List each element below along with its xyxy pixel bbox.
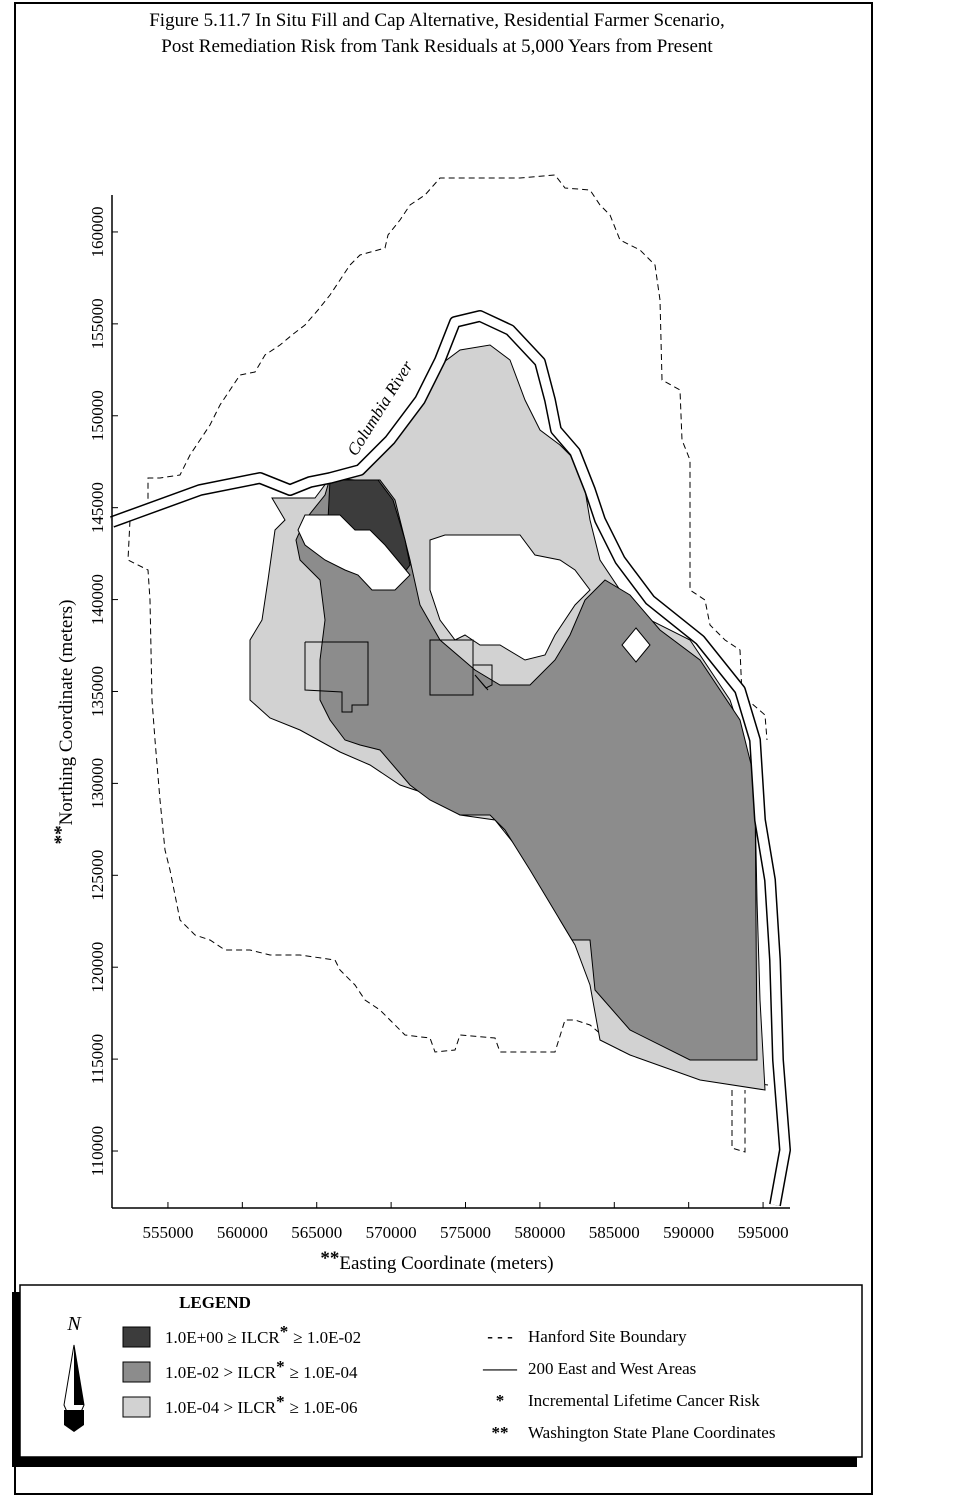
y-tick-label: 135000: [88, 666, 107, 717]
legend-note: 200 East and West Areas: [528, 1359, 696, 1378]
y-axis-title: **Northing Coordinate (meters): [51, 600, 77, 845]
x-tick-label: 565000: [291, 1223, 342, 1242]
legend-swatch: [122, 1361, 151, 1383]
y-tick-label: 150000: [88, 390, 107, 441]
site-boundary: [731, 1090, 746, 1153]
area-outline: [429, 639, 474, 696]
y-tick-label: 110000: [88, 1126, 107, 1176]
legend-title: LEGEND: [179, 1293, 251, 1312]
zone-hole: [297, 514, 411, 591]
legend-swatch: [122, 1396, 151, 1418]
y-tick-label: 125000: [88, 850, 107, 901]
zone-hole: [429, 534, 591, 661]
x-tick-label: 580000: [514, 1223, 565, 1242]
legend-box: [19, 1284, 863, 1458]
y-tick-label: 160000: [88, 206, 107, 257]
legend-note: Washington State Plane Coordinates: [528, 1423, 775, 1442]
site-boundary: [111, 174, 768, 741]
legend-note: Hanford Site Boundary: [528, 1327, 687, 1346]
legend-symbol: - - -: [487, 1327, 513, 1346]
legend-symbol: **: [492, 1423, 509, 1442]
x-tick-label: 590000: [663, 1223, 714, 1242]
x-tick-label: 575000: [440, 1223, 491, 1242]
legend-star: *: [280, 1322, 289, 1341]
page-border: [14, 2, 873, 1495]
legend-note: Incremental Lifetime Cancer Risk: [528, 1391, 760, 1410]
legend-shadow: [12, 1457, 857, 1467]
legend-symbol: ——: [482, 1359, 518, 1378]
y-axis-label: Northing Coordinate (meters): [56, 600, 77, 826]
legend-symbol: *: [496, 1391, 505, 1410]
y-axis-prefix: **: [51, 825, 72, 844]
y-tick-label: 120000: [88, 942, 107, 993]
legend-text: ≥ 1.0E-04: [290, 1363, 358, 1382]
north-arrow: [74, 1345, 84, 1405]
north-arrow: [64, 1410, 84, 1432]
x-axis-title: **Easting Coordinate (meters): [320, 1248, 553, 1274]
legend-label: 1.0E+00 ≥ ILCR* ≥ 1.0E-02: [165, 1322, 361, 1347]
x-tick-label: 595000: [738, 1223, 789, 1242]
legend-star: *: [276, 1392, 285, 1411]
x-tick-label: 555000: [142, 1223, 193, 1242]
risk-zone-medium: [295, 477, 758, 1061]
area-outline: [304, 641, 369, 713]
y-tick-label: 140000: [88, 574, 107, 625]
legend-text: 1.0E-04 > ILCR: [165, 1398, 277, 1417]
legend-shadow: [12, 1292, 22, 1467]
y-tick-label: 145000: [88, 482, 107, 533]
site-boundary: [127, 519, 769, 1086]
y-tick-label: 115000: [88, 1034, 107, 1084]
legend-swatch: [122, 1326, 151, 1348]
x-tick-label: 570000: [366, 1223, 417, 1242]
legend-text: 1.0E-02 > ILCR: [165, 1363, 277, 1382]
river: [110, 311, 790, 1206]
legend-text: ≥ 1.0E-06: [290, 1398, 358, 1417]
legend-star: *: [276, 1357, 285, 1376]
legend-label: 1.0E-04 > ILCR* ≥ 1.0E-06: [165, 1392, 358, 1417]
x-tick-label: 560000: [217, 1223, 268, 1242]
legend-text: 1.0E+00 ≥ ILCR: [165, 1328, 280, 1347]
zone-hole: [621, 627, 651, 663]
y-tick-label: 130000: [88, 758, 107, 809]
x-axis-label: Easting Coordinate (meters): [339, 1253, 553, 1274]
title-line: Figure 5.11.7 In Situ Fill and Cap Alter…: [149, 10, 725, 31]
title-line: Post Remediation Risk from Tank Residual…: [161, 36, 713, 57]
y-tick-label: 155000: [88, 298, 107, 349]
north-label: N: [66, 1313, 82, 1335]
x-axis-prefix: **: [320, 1248, 339, 1269]
legend-label: 1.0E-02 > ILCR* ≥ 1.0E-04: [165, 1357, 358, 1382]
legend-text: ≥ 1.0E-02: [293, 1328, 361, 1347]
x-tick-label: 585000: [589, 1223, 640, 1242]
area-outline: [473, 664, 493, 691]
